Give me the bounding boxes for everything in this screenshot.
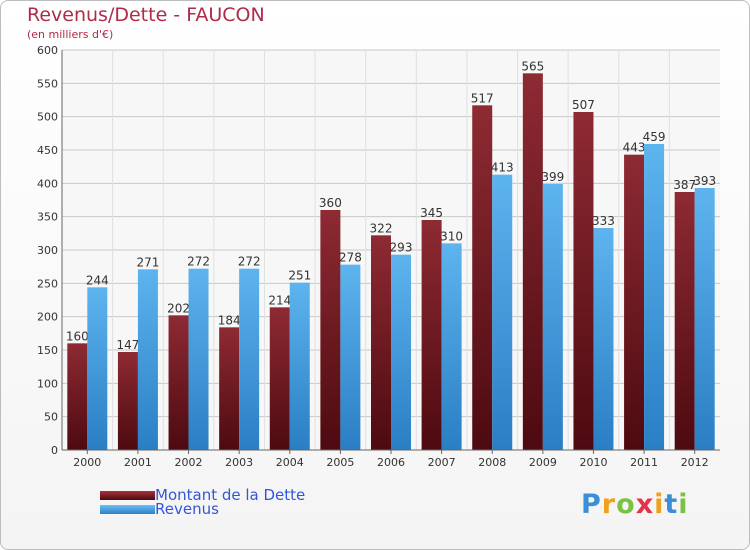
x-tick-label: 2002: [175, 456, 203, 469]
y-tick-label: 500: [37, 111, 58, 124]
data-label-revenue: 333: [592, 214, 615, 228]
data-label-revenue: 278: [339, 251, 362, 265]
data-label-debt: 360: [319, 196, 342, 210]
legend-label-debt: Montant de la Dette: [155, 486, 306, 504]
y-tick-label: 550: [37, 77, 58, 90]
bar-debt: [421, 220, 442, 450]
proxiti-logo: Proxiti: [581, 489, 689, 520]
x-tick-label: 2007: [428, 456, 456, 469]
data-label-revenue: 271: [136, 255, 159, 269]
data-label-debt: 565: [521, 59, 544, 73]
bar-revenue: [239, 268, 260, 450]
legend-item-revenue: Revenus: [100, 500, 219, 518]
logo-letter: r: [601, 489, 617, 520]
chart-subtitle: (en milliers d'€): [27, 28, 114, 41]
bar-debt: [624, 154, 645, 450]
data-label-debt: 517: [471, 91, 494, 105]
x-tick-label: 2012: [681, 456, 709, 469]
logo-letter: P: [581, 489, 602, 520]
bar-debt: [117, 352, 138, 450]
data-label-revenue: 272: [238, 255, 261, 269]
bar-debt: [219, 327, 240, 450]
bar-debt: [67, 343, 88, 450]
legend-swatch-debt: [100, 490, 155, 500]
y-tick-label: 400: [37, 177, 58, 190]
x-tick-label: 2003: [225, 456, 253, 469]
x-tick-label: 2008: [478, 456, 506, 469]
logo-letter: o: [616, 489, 636, 520]
x-tick-label: 2004: [276, 456, 304, 469]
bar-revenue: [188, 268, 209, 450]
bar-revenue: [340, 264, 361, 450]
bar-debt: [522, 73, 543, 450]
bar-debt: [371, 235, 391, 450]
data-label-debt: 202: [167, 301, 190, 315]
bar-revenue: [289, 282, 310, 450]
bar-revenue: [593, 228, 614, 450]
bar-debt: [674, 192, 695, 450]
logo-letter: x: [635, 489, 655, 520]
legend-item-debt: Montant de la Dette: [100, 486, 306, 504]
x-tick-label: 2001: [124, 456, 152, 469]
legend-label-revenue: Revenus: [155, 500, 219, 518]
x-tick-label: 2000: [73, 456, 101, 469]
bar-debt: [269, 307, 290, 450]
data-label-debt: 507: [572, 98, 595, 112]
bar-debt: [573, 112, 594, 450]
bar-debt: [168, 315, 189, 450]
chart-title: Revenus/Dette - FAUCON: [27, 4, 265, 26]
logo-letter: i: [654, 489, 665, 520]
data-label-debt: 345: [420, 206, 443, 220]
bar-debt: [472, 105, 493, 450]
x-tick-label: 2009: [529, 456, 557, 469]
x-tick-label: 2006: [377, 456, 405, 469]
bar-revenue: [137, 269, 158, 450]
data-label-revenue: 272: [187, 255, 210, 269]
bar-revenue: [391, 254, 411, 450]
data-label-revenue: 399: [541, 170, 564, 184]
y-tick-label: 350: [37, 211, 58, 224]
bar-revenue: [87, 287, 108, 450]
data-label-debt: 160: [66, 329, 89, 343]
data-label-revenue: 244: [86, 273, 109, 287]
bar-revenue: [694, 188, 715, 450]
data-label-revenue: 413: [491, 161, 514, 175]
y-tick-label: 450: [37, 144, 58, 157]
bar-revenue: [644, 144, 665, 450]
bar-revenue: [492, 174, 513, 450]
x-tick-label: 2005: [326, 456, 354, 469]
data-label-debt: 184: [218, 313, 241, 327]
data-label-revenue: 251: [288, 269, 311, 283]
data-label-debt: 443: [623, 141, 646, 155]
logo-letter: i: [678, 489, 689, 520]
y-tick-label: 100: [37, 377, 58, 390]
data-label-revenue: 393: [693, 174, 716, 188]
y-tick-label: 50: [44, 411, 58, 424]
data-label-debt: 214: [268, 293, 291, 307]
data-label-revenue: 310: [440, 229, 463, 243]
data-label-revenue: 293: [390, 241, 413, 255]
y-tick-label: 300: [37, 244, 58, 257]
x-tick-label: 2010: [579, 456, 607, 469]
bar-revenue: [542, 184, 563, 450]
x-tick-label: 2011: [630, 456, 658, 469]
legend-swatch-revenue: [100, 504, 155, 514]
data-label-debt: 322: [370, 221, 393, 235]
bar-debt: [320, 210, 341, 450]
bar-revenue: [441, 243, 462, 450]
y-tick-label: 150: [37, 344, 58, 357]
y-tick-label: 600: [37, 44, 58, 57]
data-label-debt: 387: [673, 178, 696, 192]
data-label-revenue: 459: [643, 130, 666, 144]
y-tick-label: 0: [51, 444, 58, 457]
logo-letter: t: [664, 489, 679, 520]
y-tick-label: 250: [37, 277, 58, 290]
data-label-debt: 147: [116, 338, 139, 352]
y-tick-label: 200: [37, 311, 58, 324]
